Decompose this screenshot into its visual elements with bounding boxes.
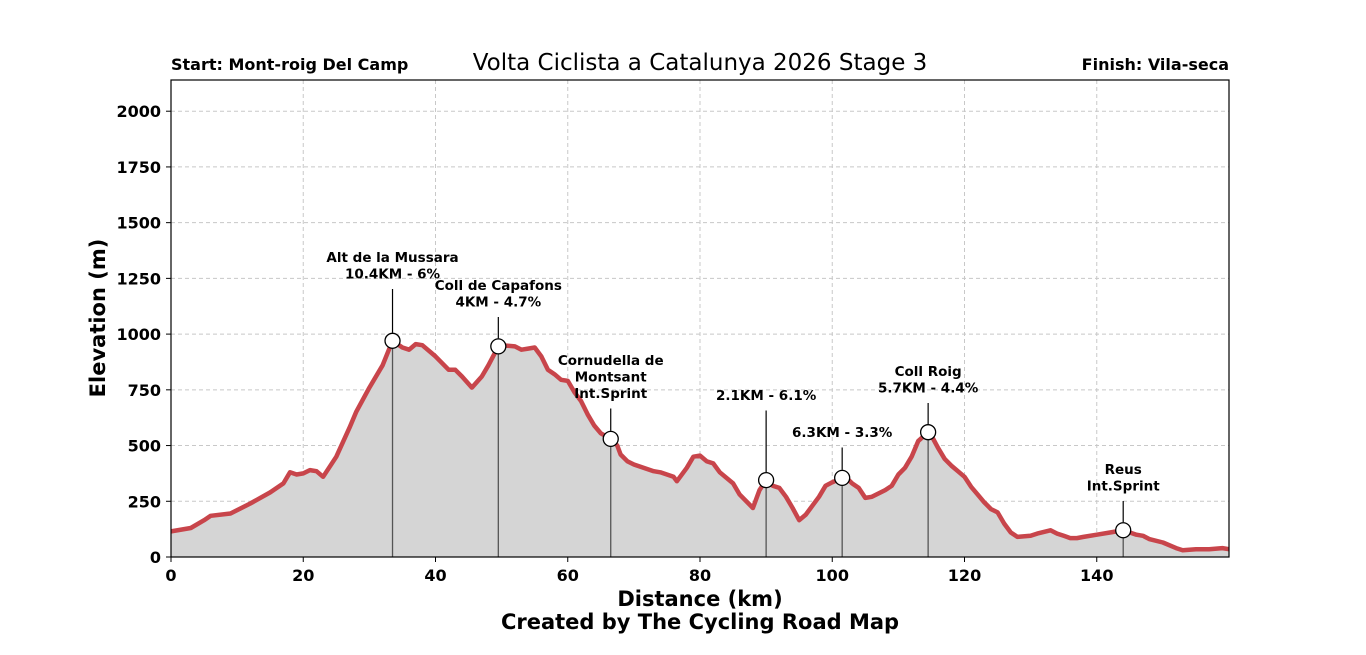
annotation-marker xyxy=(602,430,619,448)
annotation-marker xyxy=(384,332,401,349)
y-tick-label: 1250 xyxy=(116,269,161,288)
elevation-area xyxy=(171,340,1229,557)
annotation-marker xyxy=(1115,522,1132,539)
x-tick-label: 120 xyxy=(948,566,981,585)
x-tick-label: 80 xyxy=(689,566,711,585)
start-label: Start: Mont-roig Del Camp xyxy=(171,55,408,74)
annotation-label: 4KM - 4.7% xyxy=(455,295,541,311)
annotation-marker xyxy=(834,469,851,487)
annotation-label: Int.Sprint xyxy=(574,386,647,402)
annotation-markers xyxy=(391,340,1124,557)
y-axis-label: Elevation (m) xyxy=(86,239,110,398)
x-tick-label: 100 xyxy=(816,566,849,585)
annotation-label: Cornudella de xyxy=(558,353,664,369)
x-tick-label: 40 xyxy=(424,566,446,585)
annotation-label: Alt de la Mussara xyxy=(326,250,458,266)
annotation-marker xyxy=(490,338,507,355)
annotation-label: 10.4KM - 6% xyxy=(345,267,441,283)
annotation-label: 2.1KM - 6.1% xyxy=(716,388,817,404)
annotation-label: 5.7KM - 4.4% xyxy=(878,381,979,397)
y-tick-label: 2000 xyxy=(116,102,161,121)
y-tick-label: 1000 xyxy=(116,325,161,344)
annotation-label: 6.3KM - 3.3% xyxy=(792,425,893,441)
y-tick-label: 250 xyxy=(128,492,161,511)
annotation-label: Coll Roig xyxy=(895,364,962,380)
y-tick-label: 1500 xyxy=(116,214,161,233)
x-tick-label: 20 xyxy=(292,566,314,585)
annotation-marker xyxy=(919,424,937,441)
credit-label: Created by The Cycling Road Map xyxy=(501,610,899,634)
annotation-marker xyxy=(757,471,775,489)
y-tick-label: 1750 xyxy=(116,158,161,177)
chart-title: Volta Ciclista a Catalunya 2026 Stage 3 xyxy=(473,50,928,76)
annotation-label: Coll de Capafons xyxy=(435,278,562,294)
y-tick-label: 500 xyxy=(128,437,161,456)
y-tick-label: 0 xyxy=(150,548,161,567)
x-tick-label: 140 xyxy=(1080,566,1113,585)
elevation-line xyxy=(170,338,1230,553)
axis-ticks: 0 20 40 60 80 100 120 140 0 250 500 750 1000 1250 1500… xyxy=(116,102,1113,585)
y-tick-label: 750 xyxy=(128,381,161,400)
annotation-label: Reus xyxy=(1105,462,1142,478)
x-tick-label: 0 xyxy=(165,566,176,585)
annotation-label: Montsant xyxy=(575,370,648,386)
finish-label: Finish: Vila-seca xyxy=(1082,55,1229,74)
x-tick-label: 60 xyxy=(557,566,579,585)
annotation-label: Int.Sprint xyxy=(1087,479,1160,495)
x-axis-label: Distance (km) xyxy=(617,587,782,611)
